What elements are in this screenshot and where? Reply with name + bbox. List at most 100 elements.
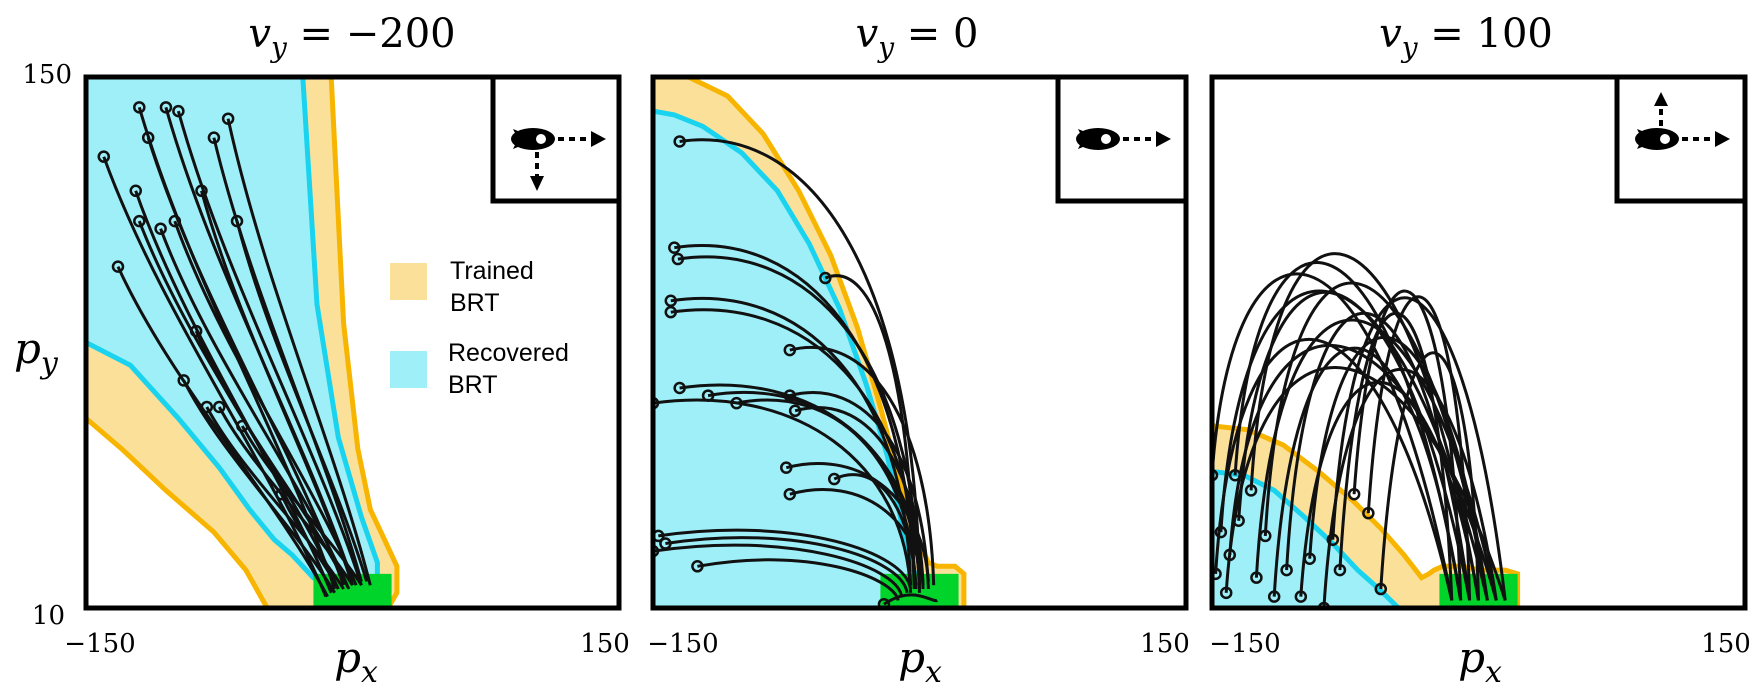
trajectory-start-point [207,131,221,144]
recovered-brt-region [86,77,380,581]
rocket-right-icon [1055,74,1189,204]
trajectory-start-point [673,381,686,395]
trajectory-start-point [1303,552,1316,565]
rocket-right-down-icon [490,74,622,204]
trajectory-start-point [877,597,891,608]
plot-frame [1209,74,1748,611]
trajectory-line [1224,366,1507,601]
trajectory-line [116,265,329,598]
trajectory-start-point [827,472,841,486]
trajectory-line [1214,337,1454,601]
trajectory-line [1379,351,1480,601]
rocket-right-up-icon [1614,74,1748,204]
trajectory-start-point [213,400,226,414]
trajectory-line [176,110,363,586]
panel-vy-0: vy = 0 −150 150 px [647,11,1190,690]
trajectory-line [658,528,913,590]
trajectory-start-point [1212,469,1219,482]
trajectory-start-point [1280,563,1293,577]
trajectory-start-point [1326,533,1340,546]
trajectory-line [200,190,354,586]
y-axis-label: py [14,324,59,381]
trajectory-start-point [788,404,802,418]
x-axis-label: px [898,633,942,690]
xtick-right: 150 [1701,629,1751,659]
trajectory-start-point [819,271,832,285]
trajectory-start-point [200,400,214,414]
trajectory-start-point [783,487,797,501]
trajectories [653,135,939,608]
trajectory-line [1254,318,1498,601]
trajectory-start-point [177,374,190,387]
trajectory-start-point [168,214,182,228]
trajectory-start-point [671,252,685,266]
trajectory-line [833,473,918,586]
trajectory-start-point [129,184,142,198]
trajectory-start-point [1212,567,1222,581]
trajectory-start-point [159,101,173,114]
trajectory-line [1352,289,1463,601]
trajectory-line [665,536,909,594]
panel-title: vy = 100 [1379,11,1553,64]
trajectory-start-point [97,150,111,163]
trajectory-line [1272,346,1463,601]
trajectory-start-point [154,222,167,235]
trajectory-start-point [668,241,681,254]
trajectory-line [883,593,939,606]
trajectory-start-point [172,104,185,118]
xtick-right: 150 [1140,629,1190,659]
legend-trained-swatch [390,263,427,300]
trajectory-start-point [664,294,678,308]
trajectory-line [205,406,345,590]
trajectory-start-point [780,461,793,474]
trajectory-start-point [1333,563,1347,577]
trajectory-start-point [691,560,704,573]
trajectory-start-point [1374,582,1388,596]
trajectory-start-point [230,214,244,228]
trajectory-start-point [1244,484,1258,497]
panel-title: vy = 0 [856,11,979,64]
trajectory-start-point [664,305,678,319]
trajectory-start-point [653,396,660,410]
x-axis-label: px [1458,633,1502,690]
trajectory-start-point [133,101,146,114]
trajectory-start-point [1362,506,1375,520]
trajectory-start-point [195,184,208,198]
plot-frame [650,74,1189,611]
trajectory-start-point [275,487,288,501]
trajectory-start-point [1317,601,1331,608]
trajectory-line [1212,272,1454,601]
ytick-bottom: 10 [32,601,65,631]
trajectory-start-point [1250,571,1263,584]
trajectory-start-point [783,343,797,357]
ytick-top: 150 [22,60,72,90]
trajectory-line [280,493,340,590]
trajectory-line [217,406,354,586]
trajectory-start-point [673,135,686,148]
panel-vy-neg200: vy = −200 Trained BRT Recovered BRT 150 10… [14,11,630,690]
trajectory-line [240,425,363,586]
xtick-left: −150 [1209,629,1280,659]
trajectory-start-point [1267,590,1281,603]
xtick-left: −150 [64,629,135,659]
trajectory-line [653,543,904,597]
trajectory-line [159,228,349,586]
trajectory-start-point [1214,525,1228,539]
trajectory-line [1366,295,1472,601]
trajectory-line [679,138,921,586]
trajectory-line [785,462,930,582]
trajectory-line [1331,296,1507,601]
trajectory-line [182,379,336,594]
trajectory-line [1338,311,1454,601]
trajectory-start-point [1347,487,1361,501]
trajectories [97,101,372,598]
trajectory-start-point [141,131,155,144]
trajectory-line [697,558,900,601]
trajectory-line [794,406,925,586]
trajectory-start-point [111,260,125,273]
trajectory-start-point [783,389,797,402]
panel-vy-100: vy = 100 −150 150 px [1209,11,1751,690]
xtick-right: 150 [580,629,630,659]
trajectory-start-point [1219,586,1233,600]
